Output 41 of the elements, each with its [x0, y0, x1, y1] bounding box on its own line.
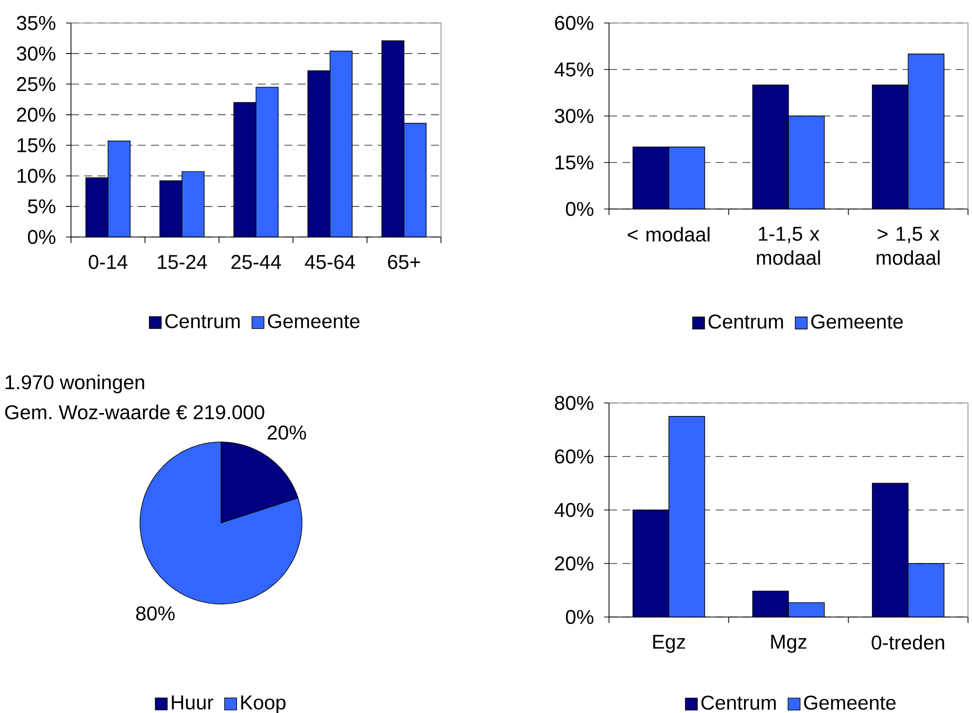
y-tick-label: 20% [17, 108, 56, 122]
legend-label: Koop [241, 696, 286, 713]
legend-label: Gemeente [804, 696, 896, 710]
legend-label: Centrum [708, 314, 783, 329]
y-tick-label: 35% [16, 16, 56, 30]
y-tick-label: 60% [555, 449, 594, 464]
x-tick-label: 65+ [388, 254, 420, 270]
x-tick-label: > 1,5 x modaal [876, 226, 940, 265]
legend-label: Centrum [165, 314, 240, 328]
x-tick-label: 15-24 [158, 254, 207, 270]
legend-label: Huur [172, 696, 214, 710]
chart-subtitle: Gem. Woz-waarde € 219.000 [5, 404, 264, 420]
y-tick-label: 40% [554, 502, 594, 518]
y-tick-label: 30% [16, 46, 56, 61]
x-tick-label: < modaal [628, 226, 710, 242]
legend-label: Centrum [701, 696, 776, 710]
data-label: 20% [268, 425, 306, 440]
y-tick-label: 10% [18, 168, 56, 183]
legend-label: Gemeente [811, 314, 903, 329]
chart-title: 1.970 woningen [6, 374, 144, 394]
x-tick-label: 0-treden [872, 634, 944, 650]
y-tick-label: 5% [28, 199, 56, 214]
legend-label: Gemeente [268, 314, 360, 328]
y-tick-label: 60% [555, 16, 594, 30]
y-tick-label: 45% [554, 62, 594, 77]
y-tick-label: 0% [28, 230, 56, 244]
y-tick-label: 15% [556, 155, 594, 170]
x-tick-label: 25-44 [231, 254, 281, 270]
y-tick-label: 30% [554, 108, 594, 124]
x-tick-label: 45-64 [304, 254, 355, 270]
x-tick-label: 1-1,5 x modaal [757, 226, 820, 265]
x-tick-label: 0-14 [88, 254, 128, 270]
x-tick-label: Egz [653, 634, 686, 653]
y-tick-label: 0% [566, 610, 594, 624]
x-tick-label: Mgz [771, 634, 806, 653]
data-label: 80% [136, 606, 175, 620]
y-tick-label: 20% [555, 556, 594, 571]
y-tick-label: 80% [554, 396, 594, 410]
y-tick-label: 0% [566, 202, 594, 216]
y-tick-label: 15% [18, 138, 56, 152]
y-tick-label: 25% [17, 77, 56, 92]
